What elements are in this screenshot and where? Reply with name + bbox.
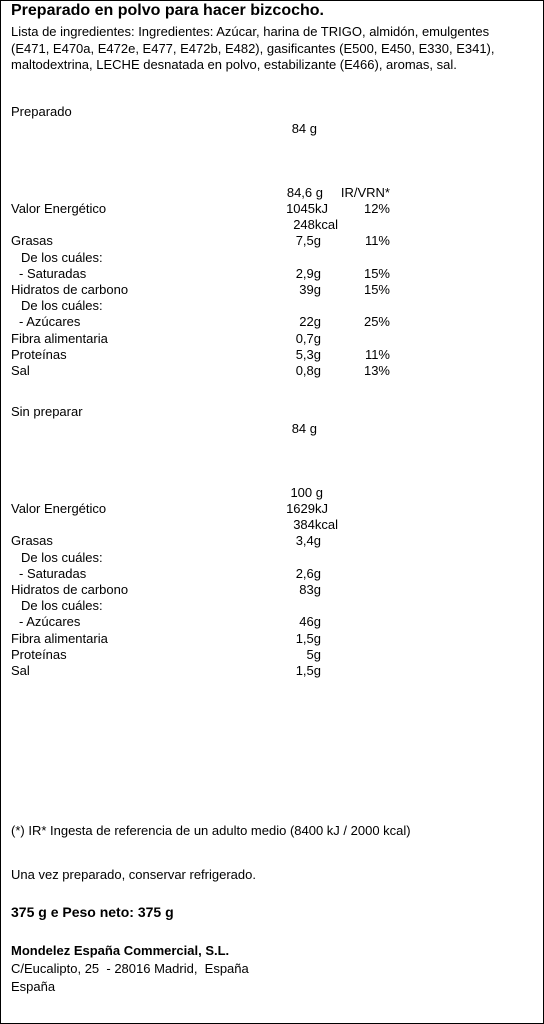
nutrient-value: 1,5g xyxy=(295,630,321,646)
nutrient-value: 83g xyxy=(299,582,321,597)
nutrient-pct: 13% xyxy=(363,363,390,378)
company-country: España xyxy=(11,979,56,994)
nutrient-value: 0,7g xyxy=(295,330,321,346)
amount-header: 84,6 g xyxy=(286,185,323,200)
nutrient-value: 39g xyxy=(299,282,321,297)
nutrient-value: 46g xyxy=(299,614,321,630)
amount-header: 100 g xyxy=(290,485,323,500)
pct-header: IR/VRN* xyxy=(340,185,390,200)
nutrient-name: De los cuáles: xyxy=(21,549,103,565)
nutrient-name: - Azúcares xyxy=(19,314,81,330)
nutrient-name: Sal xyxy=(11,663,30,678)
nutrient-name: Fibra alimentaria xyxy=(11,630,108,646)
nutrient-value: 22g xyxy=(299,314,321,330)
nutrient-name: - Azúcares xyxy=(19,614,81,630)
nutrient-name: De los cuáles: xyxy=(21,298,103,314)
nutrient-name: - Saturadas xyxy=(19,265,87,281)
nutrient-value: 1045kJ xyxy=(286,201,328,216)
nutrient-pct: 25% xyxy=(363,314,390,330)
ingredients: Lista de ingredientes: Ingredientes: Azú… xyxy=(11,24,495,72)
storage: Una vez preparado, conservar refrigerado… xyxy=(11,867,256,882)
nutrient-value: 2,6g xyxy=(295,565,321,581)
nutrient-name: Grasas xyxy=(11,533,53,549)
title: Preparado en polvo para hacer bizcocho. xyxy=(11,2,324,19)
nutrient-pct: 11% xyxy=(364,346,390,362)
nutrient-name: Sal xyxy=(11,363,30,378)
nutrient-name: De los cuáles: xyxy=(21,598,103,614)
nutrient-value: 1629kJ xyxy=(286,501,328,516)
nutrient-name: Grasas xyxy=(11,233,53,249)
net-weight: 375 g e Peso neto: 375 g xyxy=(11,904,174,920)
nutrient-value: 384kcal xyxy=(293,517,338,533)
nutrient-pct: 15% xyxy=(363,265,390,281)
nutrient-value: 1,5g xyxy=(295,663,321,678)
nutrient-name: Valor Energético xyxy=(11,201,107,216)
nutrient-name: Fibra alimentaria xyxy=(11,330,108,346)
nutrient-value: 7,5g xyxy=(295,233,321,249)
nutrient-name: Proteínas xyxy=(11,346,67,362)
nutrient-name: Hidratos de carbono xyxy=(11,282,129,297)
portion: 84 g xyxy=(291,421,317,436)
nutrient-value: 3,4g xyxy=(295,533,321,549)
nutrient-value: 248kcal xyxy=(293,217,338,233)
nutrient-value: 5g xyxy=(306,646,321,662)
nutrient-name: De los cuáles: xyxy=(21,249,103,265)
nutrient-pct: 15% xyxy=(363,282,390,297)
nutrient-name: Hidratos de carbono xyxy=(11,582,129,597)
nutrient-value: 2,9g xyxy=(295,265,321,281)
company-address: C/Eucalipto, 25 - 28016 Madrid, España xyxy=(11,961,249,976)
footnote: (*) IR* Ingesta de referencia de un adul… xyxy=(11,823,411,838)
nutrient-pct: 11% xyxy=(364,233,390,249)
nutrient-name: Valor Energético xyxy=(11,501,107,516)
nutrient-value: 0,8g xyxy=(295,363,321,378)
portion: 84 g xyxy=(291,121,317,136)
section-label: Sin preparar xyxy=(11,404,83,419)
company-name: Mondelez España Commercial, S.L. xyxy=(11,943,230,958)
nutrient-name: Proteínas xyxy=(11,646,67,662)
nutrient-name: - Saturadas xyxy=(19,565,87,581)
nutrient-value: 5,3g xyxy=(295,346,321,362)
nutrient-pct: 12% xyxy=(363,201,390,216)
section-label: Preparado xyxy=(11,104,72,119)
